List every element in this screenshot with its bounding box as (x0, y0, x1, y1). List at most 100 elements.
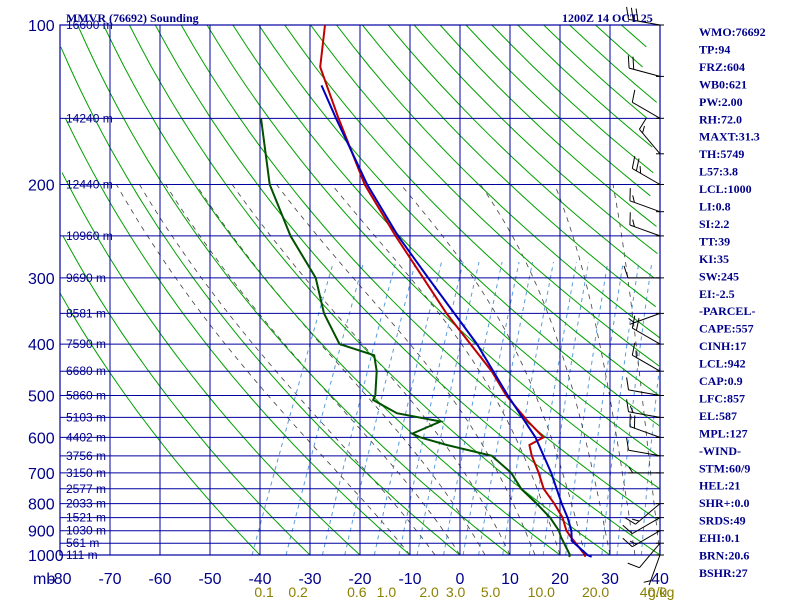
height-label: 6680 m (66, 364, 106, 378)
mixing-ratio-line (443, 261, 503, 555)
mixing-ratio-line (251, 261, 334, 555)
index-label: RH:72.0 (699, 112, 742, 126)
wind-barb-feather (626, 437, 629, 451)
temperature-tick-label: 10 (501, 571, 519, 588)
moist-adiabat (331, 184, 561, 555)
wind-barb-staff (628, 67, 661, 77)
temperature-tick-label: -30 (298, 571, 321, 588)
moist-adiabat (116, 184, 411, 555)
pressure-tick-label: 200 (28, 178, 55, 195)
height-label: 3756 m (66, 449, 106, 463)
wind-barb-feather (639, 166, 642, 174)
height-label: 10960 m (66, 229, 113, 243)
mixing-ratio-line (344, 261, 416, 555)
dewpoint-line (260, 118, 572, 558)
wind-barb-feather (626, 377, 629, 390)
wind-barb-staff (632, 530, 661, 548)
index-label: EL:587 (699, 409, 737, 423)
wind-barb (631, 342, 664, 372)
moist-adiabat (554, 184, 636, 555)
wind-barb (623, 265, 664, 279)
dry-adiabat (362, 25, 657, 308)
pressure-tick-label: 700 (28, 466, 55, 483)
pressure-tick-label: 500 (28, 389, 55, 406)
mixing-ratio-label: 2.0 (419, 584, 439, 600)
dry-adiabat (180, 25, 659, 521)
wind-barb (629, 188, 664, 213)
index-label: MAXT:31.3 (699, 130, 760, 144)
height-label: 4402 m (66, 430, 106, 444)
wind-barb-feather (635, 158, 640, 172)
valid-time: 1200Z 14 OCT 25 (562, 11, 653, 25)
wind-barb (627, 542, 664, 569)
wind-barb (631, 315, 664, 345)
height-label: 561 m (66, 536, 99, 550)
wind-barb-feather (626, 6, 629, 20)
wind-barb-staff (639, 542, 661, 569)
index-label: L57:3.8 (699, 165, 738, 179)
index-label: FRZ:604 (699, 60, 745, 74)
wind-barb (631, 156, 664, 185)
dry-adiabat (336, 25, 660, 339)
wind-barb (626, 377, 664, 396)
height-label: 14240 m (66, 111, 113, 125)
wind-barb-feather (631, 156, 636, 169)
dry-adiabat (413, 25, 658, 254)
mixing-ratio-label: 5.0 (481, 584, 501, 600)
wind-barb (631, 89, 664, 119)
wind-barb-feather (631, 342, 636, 356)
wind-barb-feather (629, 405, 634, 413)
index-label: CAPE:557 (699, 322, 754, 336)
wind-barb-feather (632, 219, 635, 227)
index-label: SHR+:0.0 (699, 496, 750, 510)
wind-barb-feather (626, 399, 629, 412)
mixing-ratio-label: 0.2 (288, 584, 308, 600)
height-label: 111 m (66, 548, 98, 562)
index-label: LFC:857 (699, 391, 745, 405)
dry-adiabat (61, 172, 361, 555)
mixing-ratio-label: 1.0 (377, 584, 397, 600)
height-label: 3150 m (66, 466, 106, 480)
wind-barb-staff (632, 101, 661, 119)
temperature-tick-label: -20 (348, 571, 371, 588)
temperature-tick-label: -70 (98, 571, 121, 588)
mixing-ratio-line (416, 261, 480, 555)
wind-barb-staff (629, 200, 661, 213)
index-label: TT:39 (699, 234, 730, 248)
height-label: 9690 m (66, 271, 106, 285)
mixing-ratio-label: 40.0 (640, 584, 667, 600)
height-label: 12440 m (66, 178, 113, 192)
mixing-ratio-line (640, 358, 660, 555)
dry-adiabat (517, 25, 653, 148)
wind-barb-feather (643, 580, 651, 583)
height-label: 1521 m (66, 511, 106, 525)
wind-barb-staff (648, 554, 661, 586)
dry-adiabat (491, 25, 654, 174)
wind-barb-feather (632, 56, 635, 70)
dry-adiabat (258, 25, 660, 427)
height-label: 5103 m (66, 410, 106, 424)
pressure-unit-label: mb (33, 571, 55, 588)
height-labels: 16600 m 14240 m 12440 m 10960 m 9690 m 8581 m… (66, 18, 113, 562)
plot-frame (59, 24, 661, 556)
index-label: -PARCEL- (699, 304, 755, 318)
index-label: HEL:21 (699, 479, 740, 493)
wind-barb-feather (629, 540, 637, 545)
index-label: BSHR:27 (699, 566, 748, 580)
height-label: 1030 m (66, 524, 106, 538)
wind-barb-feather (642, 125, 645, 134)
chart-title: MMVR (76692) Sounding (66, 11, 199, 25)
wind-barb-staff (628, 411, 661, 418)
mixing-ratio-line (601, 261, 640, 555)
index-label: PW:2.00 (699, 95, 743, 109)
wind-barb-staff (632, 327, 661, 345)
wind-barb-feather (635, 317, 640, 331)
wind-barb-staff (629, 224, 661, 237)
wind-barb-staff (639, 128, 661, 155)
wind-barb-feather (622, 524, 633, 534)
dry-adiabat (621, 25, 647, 48)
dry-adiabat (439, 25, 657, 227)
index-label: BRN:20.6 (699, 549, 749, 563)
dry-adiabat (465, 25, 651, 197)
mixing-ratio-unit: g/kg (648, 584, 674, 600)
